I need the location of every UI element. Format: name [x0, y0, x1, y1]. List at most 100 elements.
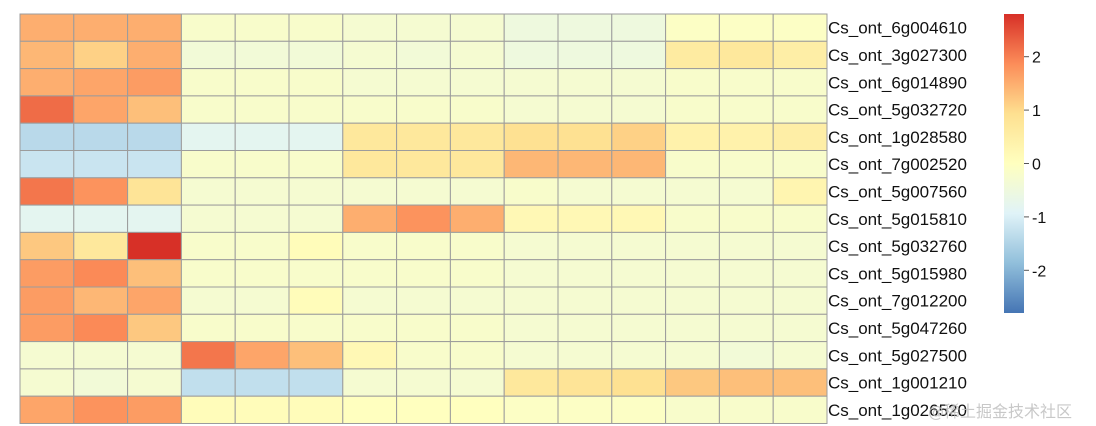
- heatmap-cell: [718, 95, 774, 124]
- heatmap-cell: [557, 368, 613, 397]
- heatmap-cell: [234, 368, 290, 397]
- heatmap-cell: [665, 150, 720, 179]
- row-label: Cs_ont_1g028580: [828, 128, 967, 147]
- heatmap-cell: [180, 341, 236, 370]
- heatmap-cell: [127, 313, 182, 343]
- heatmap-cell: [503, 395, 559, 425]
- heatmap-cell: [342, 286, 398, 315]
- heatmap-cell: [665, 259, 720, 288]
- heatmap-cell: [396, 204, 451, 233]
- heatmap-cell: [19, 313, 75, 343]
- heatmap-cell: [665, 231, 720, 261]
- heatmap-cell: [611, 204, 667, 233]
- heatmap-cells: [19, 13, 828, 425]
- heatmap-cell: [127, 368, 182, 397]
- heatmap-cell: [772, 231, 828, 261]
- heatmap-cell: [772, 150, 828, 179]
- heatmap-cell: [234, 395, 290, 425]
- heatmap-cell: [718, 341, 774, 370]
- heatmap-cell: [127, 122, 182, 151]
- heatmap-cell: [288, 40, 344, 70]
- heatmap-cell: [73, 68, 129, 97]
- heatmap-cell: [127, 286, 182, 315]
- heatmap-cell: [288, 150, 344, 179]
- legend-ticks: 2 1 0 -1 -2: [1024, 50, 1046, 280]
- heatmap-cell: [772, 177, 828, 206]
- heatmap-cell: [718, 204, 774, 233]
- heatmap-cell: [772, 368, 828, 397]
- heatmap-cell: [288, 204, 344, 233]
- heatmap-cell: [449, 122, 505, 151]
- heatmap-cell: [288, 95, 344, 124]
- heatmap-cell: [611, 395, 667, 425]
- heatmap-cell: [449, 259, 505, 288]
- heatmap-cell: [396, 341, 451, 370]
- row-label: Cs_ont_7g002520: [828, 155, 967, 174]
- heatmap-cell: [772, 68, 828, 97]
- heatmap-cell: [19, 68, 75, 97]
- heatmap-cell: [772, 313, 828, 343]
- heatmap-cell: [288, 368, 344, 397]
- heatmap-cell: [73, 95, 129, 124]
- heatmap-cell: [503, 286, 559, 315]
- heatmap-cell: [180, 122, 236, 151]
- heatmap-cell: [288, 286, 344, 315]
- heatmap-cell: [557, 204, 613, 233]
- heatmap-cell: [342, 204, 398, 233]
- row-label: Cs_ont_1g001210: [828, 374, 967, 393]
- heatmap-cell: [611, 122, 667, 151]
- heatmap-cell: [19, 40, 75, 70]
- heatmap-cell: [449, 341, 505, 370]
- heatmap-cell: [180, 368, 236, 397]
- heatmap-cell: [449, 40, 505, 70]
- heatmap-cell: [665, 95, 720, 124]
- heatmap-cell: [503, 177, 559, 206]
- heatmap-cell: [665, 204, 720, 233]
- heatmap-cell: [718, 286, 774, 315]
- heatmap-cell: [19, 13, 75, 42]
- row-label: Cs_ont_3g027300: [828, 46, 967, 65]
- heatmap-cell: [557, 122, 613, 151]
- heatmap-cell: [503, 204, 559, 233]
- heatmap-cell: [718, 40, 774, 70]
- heatmap-cell: [557, 395, 613, 425]
- heatmap-cell: [449, 286, 505, 315]
- heatmap-cell: [772, 204, 828, 233]
- heatmap-cell: [342, 122, 398, 151]
- row-labels: Cs_ont_6g004610 Cs_ont_3g027300 Cs_ont_6g0…: [828, 19, 967, 420]
- heatmap-cell: [127, 68, 182, 97]
- row-label: Cs_ont_7g012200: [828, 292, 967, 311]
- heatmap-cell: [449, 204, 505, 233]
- heatmap-cell: [19, 259, 75, 288]
- heatmap-cell: [234, 313, 290, 343]
- heatmap-cell: [611, 40, 667, 70]
- heatmap-cell: [127, 177, 182, 206]
- heatmap-cell: [611, 150, 667, 179]
- row-label: Cs_ont_1g026520: [828, 401, 967, 420]
- heatmap-cell: [73, 122, 129, 151]
- heatmap-cell: [127, 395, 182, 425]
- heatmap-cell: [503, 95, 559, 124]
- heatmap-cell: [180, 313, 236, 343]
- heatmap-cell: [449, 313, 505, 343]
- heatmap-cell: [73, 150, 129, 179]
- heatmap-cell: [342, 231, 398, 261]
- heatmap-cell: [718, 150, 774, 179]
- heatmap-cell: [19, 231, 75, 261]
- heatmap-cell: [19, 95, 75, 124]
- row-label: Cs_ont_5g032760: [828, 237, 967, 256]
- heatmap-cell: [180, 95, 236, 124]
- heatmap-cell: [396, 286, 451, 315]
- heatmap-cell: [718, 395, 774, 425]
- row-label: Cs_ont_6g014890: [828, 73, 967, 92]
- heatmap-cell: [127, 40, 182, 70]
- heatmap-cell: [557, 95, 613, 124]
- heatmap-cell: [73, 368, 129, 397]
- heatmap-cell: [288, 122, 344, 151]
- heatmap-cell: [19, 341, 75, 370]
- row-label: Cs_ont_5g027500: [828, 346, 967, 365]
- heatmap-cell: [611, 286, 667, 315]
- heatmap-cell: [396, 231, 451, 261]
- heatmap-cell: [557, 313, 613, 343]
